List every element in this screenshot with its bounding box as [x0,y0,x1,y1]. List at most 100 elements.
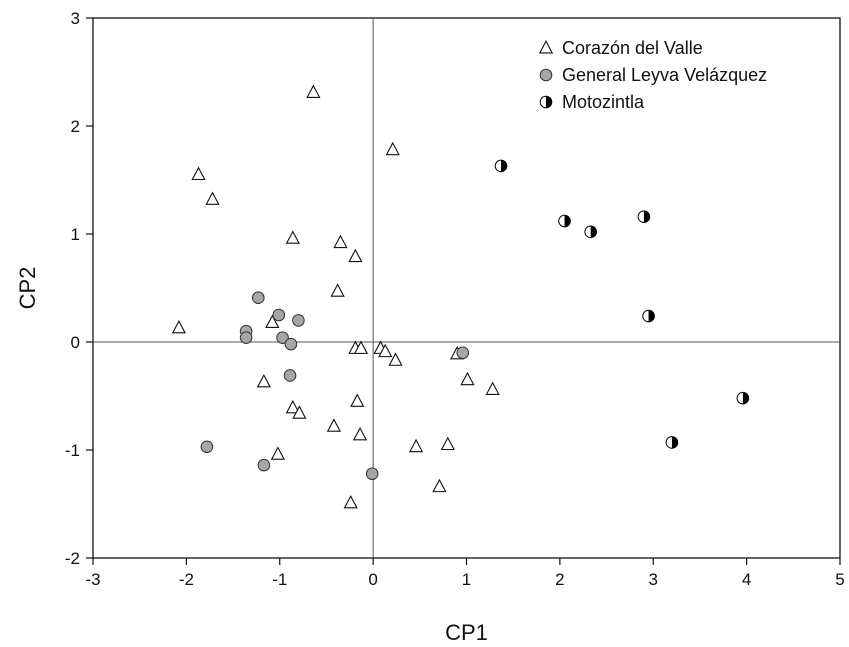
data-point [365,467,379,481]
triangle-marker [285,399,300,414]
triangle-marker [256,373,271,388]
plot-border [92,17,841,559]
data-point [352,426,368,441]
data-point [343,494,358,509]
triangle-marker [440,436,455,451]
triangle-marker [171,319,187,334]
triangle-marker [352,426,368,441]
triangle-marker [388,352,403,366]
data-point [408,438,424,453]
data-point [388,352,403,366]
data-point [272,308,286,322]
x-tick-label: 4 [742,570,751,589]
data-point [265,314,280,329]
data-point [284,337,298,351]
triangle-marker [485,381,500,395]
circle-marker [539,68,553,82]
y-axis-label: CP2 [15,267,40,310]
half-fill [564,215,571,227]
data-point [456,346,470,360]
data-point [256,373,271,388]
data-point [642,309,655,323]
y-tick-label: 3 [71,9,80,28]
series-half-filled-circle [494,159,750,449]
legend-item: Corazón del Valle [538,38,703,58]
circle-marker [272,308,286,322]
half-fill [501,160,507,172]
triangle-marker [265,314,280,329]
legend-label: Motozintla [562,92,645,112]
plot-area [92,17,841,559]
data-point [239,331,253,344]
data-point [558,214,571,228]
x-axis-label: CP1 [445,620,488,645]
legend-label: General Leyva Velázquez [562,65,767,85]
data-point [432,478,447,493]
circle-marker [251,291,265,305]
triangle-marker [350,393,365,407]
y-tick-label: -1 [65,441,80,460]
data-point [584,225,597,239]
half-fill [671,436,678,449]
y-tick-label: -2 [65,549,80,568]
circle-marker [456,346,470,360]
triangle-marker [306,84,321,98]
x-axis: -3 -2 -1 0 1 2 3 4 5 [85,558,845,589]
series-open-triangle [171,84,500,509]
triangle-marker [348,248,363,263]
data-point [285,399,300,414]
circle-marker [284,337,298,351]
triangle-marker [353,340,369,354]
x-tick-label: 1 [462,570,471,589]
x-tick-label: 5 [835,570,844,589]
data-point [637,210,651,224]
legend-marker [539,68,553,82]
triangle-marker [460,371,475,386]
y-tick-label: 0 [71,333,80,352]
y-axis: -2 -1 0 1 2 3 [65,9,93,568]
data-point [348,248,363,263]
circle-marker [283,369,297,382]
triangle-marker [326,418,342,432]
data-point [665,436,679,449]
data-point [326,418,342,432]
x-tick-label: 3 [649,570,658,589]
data-point [285,230,300,244]
y-tick-label: 2 [71,117,80,136]
triangle-marker [378,343,393,358]
circle-marker [257,458,271,472]
reference-lines [93,18,840,558]
y-tick-label: 1 [71,225,80,244]
data-point [205,191,220,205]
legend: Corazón del Valle General Leyva Velázquez… [538,38,767,112]
triangle-marker [538,40,554,54]
triangle-marker [205,191,220,205]
circle-marker [365,467,379,481]
data-point [200,440,214,454]
triangle-marker [385,141,400,156]
triangle-marker [333,234,348,249]
circle-marker [276,331,289,344]
data-point [385,141,400,156]
triangle-marker [191,166,206,181]
triangle-marker [343,494,358,509]
legend-marker [539,95,553,109]
data-points [171,84,750,509]
data-point [270,446,285,460]
data-point [292,314,305,327]
data-point [306,84,321,98]
legend-item: General Leyva Velázquez [539,65,767,85]
data-point [276,331,289,344]
circle-marker [239,331,253,344]
x-tick-label: 2 [555,570,564,589]
data-point [330,283,345,297]
data-point [257,458,271,472]
x-tick-label: 0 [368,570,377,589]
half-fill [590,226,597,238]
data-point [494,159,508,173]
data-point [460,371,475,386]
half-fill [546,96,552,108]
data-point [251,291,265,305]
legend-marker [538,40,554,54]
